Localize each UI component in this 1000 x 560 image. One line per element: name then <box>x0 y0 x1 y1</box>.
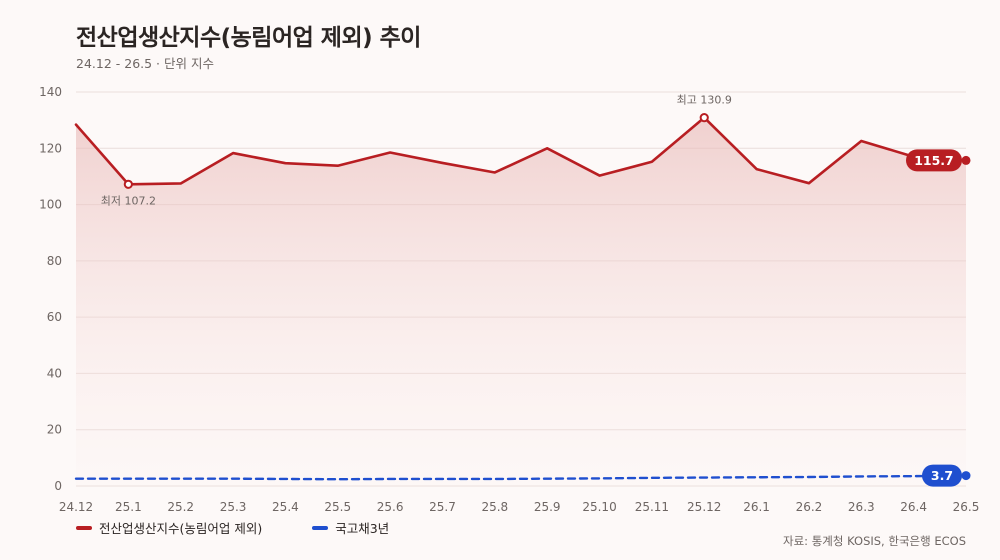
legend-item-production: 전산업생산지수(농림어업 제외) <box>76 518 262 537</box>
x-tick-label: 26.1 <box>743 500 770 514</box>
legend: 전산업생산지수(농림어업 제외) 국고채3년 <box>76 518 389 537</box>
production-area <box>76 117 966 487</box>
x-tick-label: 25.8 <box>481 500 508 514</box>
end-point <box>961 155 971 165</box>
annotation-label: 최고 130.9 <box>677 94 732 107</box>
x-tick-label: 25.7 <box>429 500 456 514</box>
y-tick-label: 140 <box>39 85 62 99</box>
x-tick-label: 26.3 <box>848 500 875 514</box>
x-tick-label: 25.2 <box>167 500 194 514</box>
legend-swatch-production <box>76 525 92 530</box>
x-tick-label: 25.3 <box>220 500 247 514</box>
x-tick-label: 25.6 <box>377 500 404 514</box>
x-tick-label: 25.4 <box>272 500 299 514</box>
x-tick-label: 25.12 <box>687 500 721 514</box>
chart-title: 전산업생산지수(농림어업 제외) 추이 <box>76 25 421 51</box>
legend-item-bond: 국고채3년 <box>312 518 389 537</box>
y-tick-label: 80 <box>47 254 62 268</box>
markers: 최저 107.2 최고 130.9 115.7 3.7 <box>101 94 971 487</box>
x-tick-label: 25.5 <box>324 500 351 514</box>
x-tick-label: 26.4 <box>900 500 927 514</box>
y-tick-label: 40 <box>47 366 62 380</box>
end-point <box>961 471 971 481</box>
annotation-point <box>699 113 709 123</box>
series-lines <box>74 116 968 481</box>
end-label-badge <box>906 149 962 172</box>
axis-labels: 0 20 40 60 80 100 120 140 24.12 25.1 25.2 25.3 25.4 2… <box>39 85 979 514</box>
end-label-badge <box>922 464 962 487</box>
x-tick-label: 25.10 <box>582 500 616 514</box>
end-label-value: 115.7 <box>914 153 954 168</box>
y-tick-label: 120 <box>39 141 62 155</box>
legend-label-production: 전산업생산지수(농림어업 제외) <box>99 521 263 536</box>
x-tick-label: 25.9 <box>534 500 561 514</box>
x-tick-label: 26.2 <box>796 500 823 514</box>
series-line-bond <box>74 474 968 481</box>
end-label-value: 3.7 <box>931 468 953 483</box>
y-tick-label: 100 <box>39 198 62 212</box>
y-tick-label: 60 <box>47 310 62 324</box>
x-tick-label: 25.11 <box>635 500 669 514</box>
x-tick-label: 25.1 <box>115 500 142 514</box>
legend-swatch-bond <box>312 525 329 530</box>
chart-subtitle: 24.12 - 26.5 · 단위 지수 <box>76 56 214 71</box>
area-fill <box>76 117 966 487</box>
legend-label-bond: 국고채3년 <box>335 521 390 536</box>
annotation-point <box>123 179 133 189</box>
x-tick-label: 26.5 <box>953 500 980 514</box>
y-tick-label: 0 <box>54 479 62 493</box>
x-tick-label: 24.12 <box>59 500 93 514</box>
source-note: 자료: 통계청 KOSIS, 한국은행 ECOS <box>783 534 966 548</box>
series-line-production <box>74 116 968 186</box>
y-tick-label: 20 <box>47 423 62 437</box>
annotation-label: 최저 107.2 <box>101 194 156 207</box>
